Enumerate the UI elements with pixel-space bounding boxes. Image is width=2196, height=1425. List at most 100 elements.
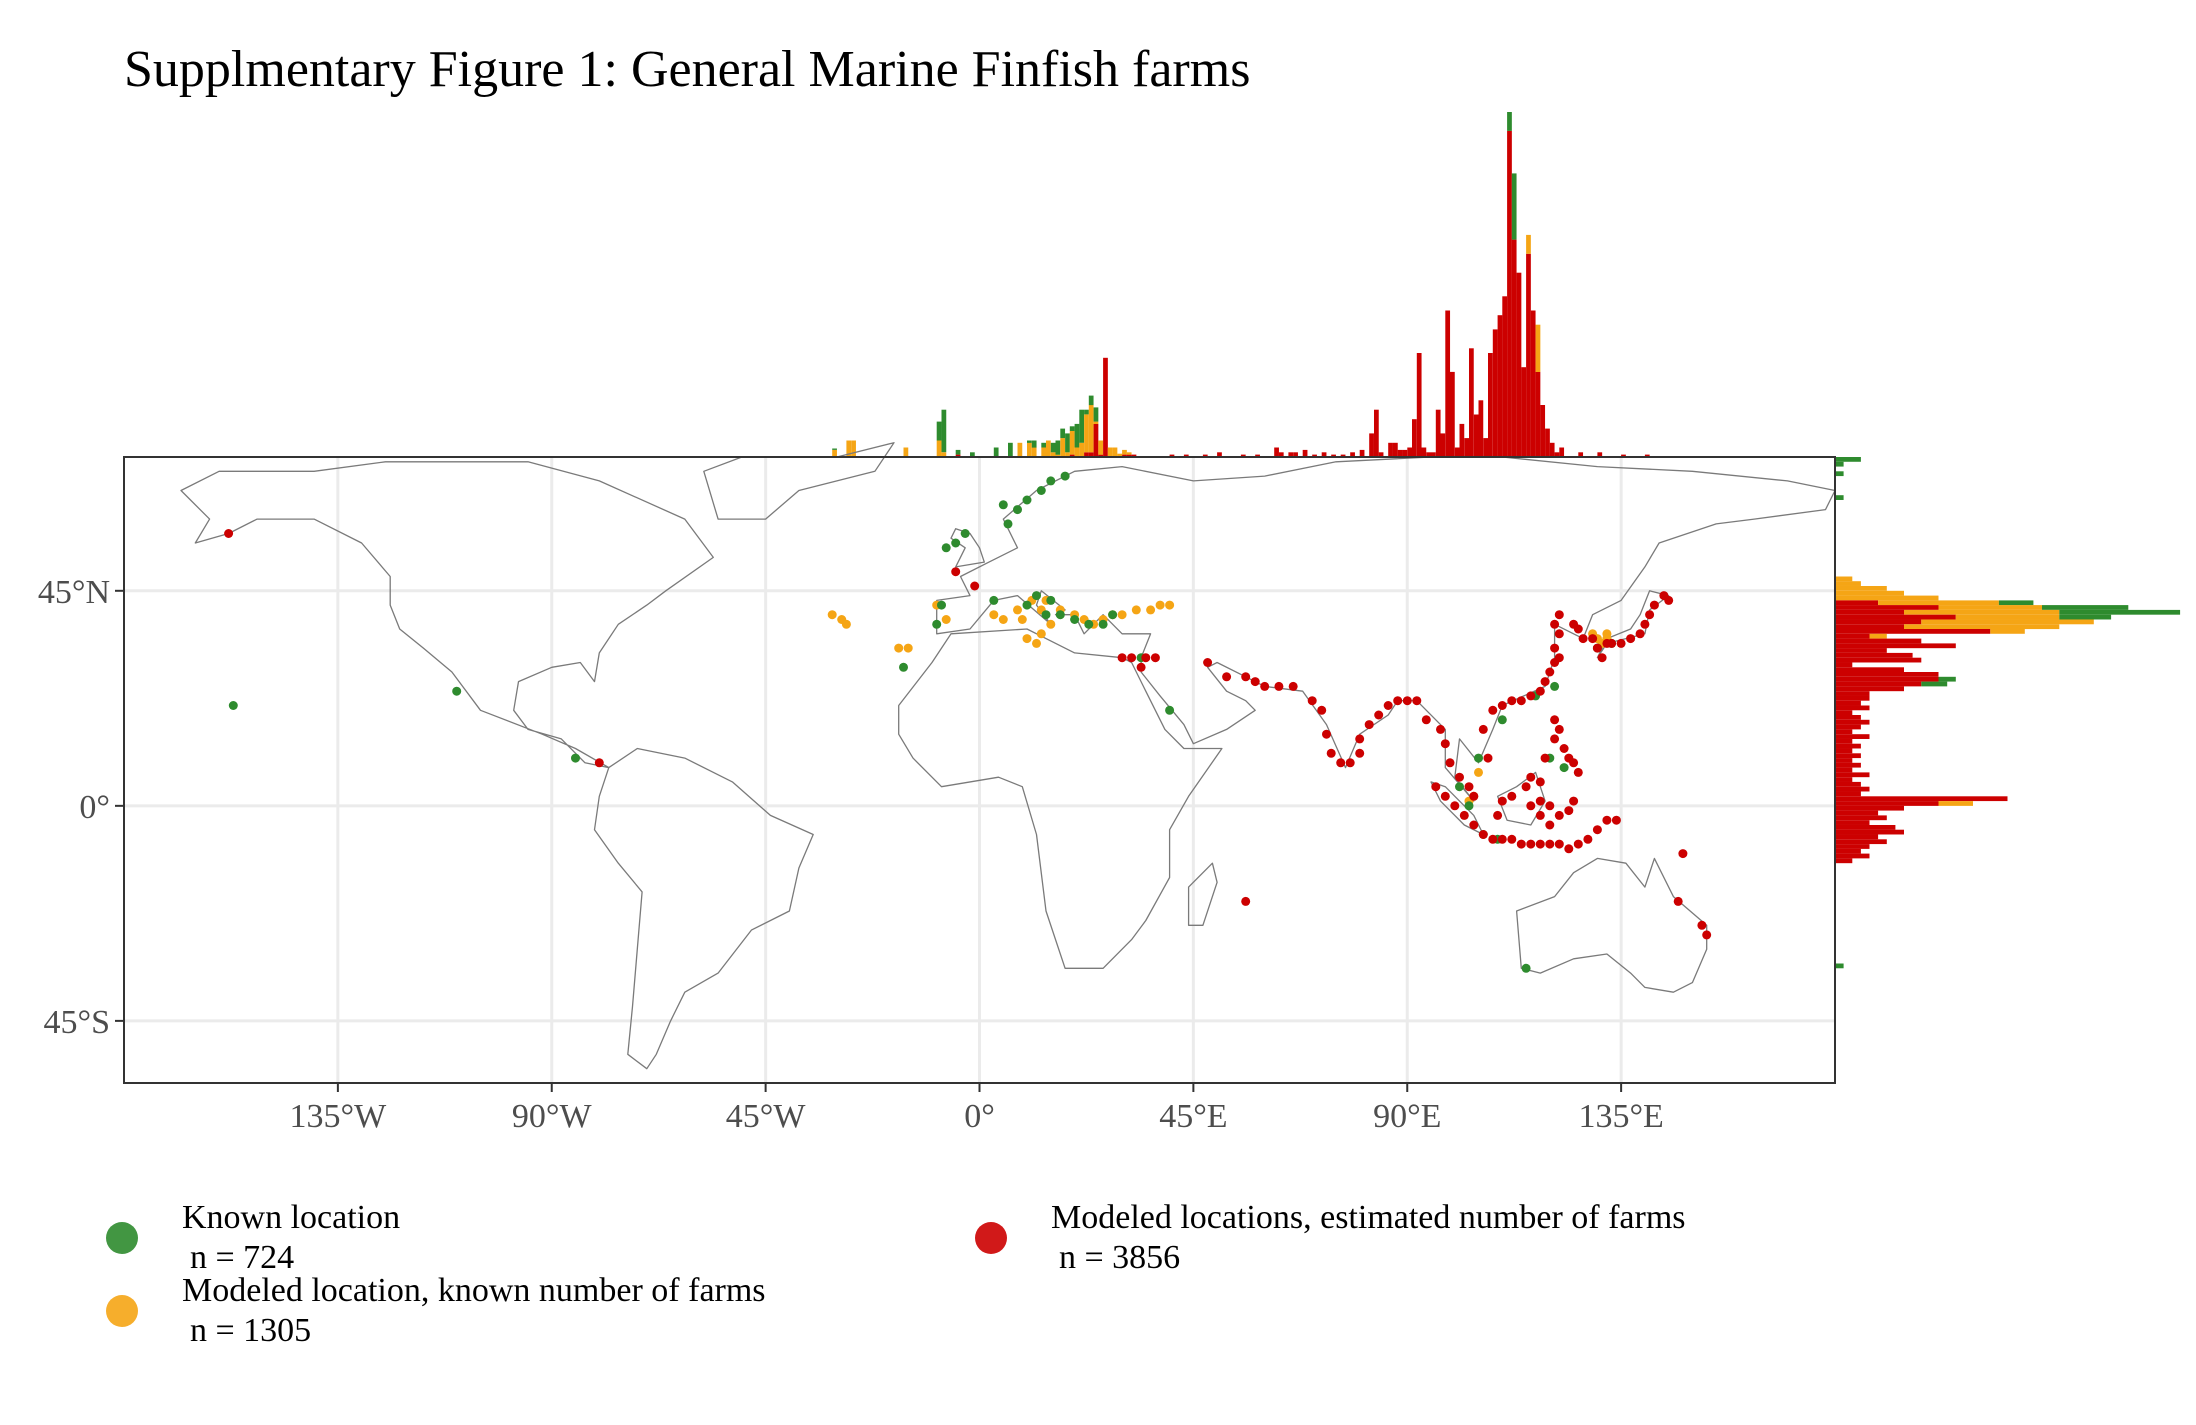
lon-hist-bar [1502,296,1508,457]
lon-hist-bar [970,452,975,457]
farm-point [899,662,908,672]
lon-hist-bar [1293,452,1298,457]
lat-hist-bar [1835,581,1861,586]
farm-point [1545,801,1555,811]
lon-hist-bar [1578,452,1584,457]
farm-point [1478,830,1488,839]
lon-hist-bar [1511,239,1517,457]
farm-point [1516,839,1526,849]
lat-hist-bar [1938,676,1956,682]
legend-label: Modeled location, known number of farms [182,1272,766,1309]
farm-point [1136,662,1146,672]
lon-hist-bar [1402,449,1408,457]
lon-hist-bar [1378,452,1384,457]
farm-point [1469,820,1479,830]
lat-hist-bar [2042,605,2129,610]
lat-hist-bar [1835,853,1870,859]
lon-hist-bar [1559,447,1565,457]
lat-hist-bar [2059,609,2181,615]
lon-hist-bar [1098,454,1104,457]
legend-key-known [106,1222,138,1254]
farm-point [1616,638,1626,648]
lon-hist-bar [1060,438,1066,457]
farm-point [1402,696,1412,706]
farm-point [1165,600,1175,610]
farm-point [1611,815,1621,825]
lat-hist-bar [1938,801,1973,806]
lon-hist-bar [1084,452,1089,457]
lon-hist-bar [1431,452,1436,457]
farm-point [1521,963,1531,973]
lon-hist-bar [1535,371,1541,457]
lon-hist-bar [1412,419,1417,457]
lon-hist-bar [1274,447,1279,457]
lon-hist-bar [1421,447,1427,457]
farm-point [1165,705,1175,715]
farm-point [1526,691,1536,701]
lon-hist-bar [1088,405,1094,453]
lat-hist-bar [1938,605,2042,610]
lat-hist-bar [1869,633,1887,639]
farm-point [1474,767,1483,777]
farm-point [1013,605,1022,615]
legend-label: Known location [182,1199,400,1236]
lat-hist-bar [1835,686,1904,692]
lat-hist-bar [1835,724,1861,730]
farm-point [1554,610,1564,620]
farm-point [1412,696,1422,706]
lon-hist-bar [1359,449,1365,457]
farm-point [937,600,946,610]
lon-hist-bar [1183,454,1189,457]
lon-hist-bar [1069,454,1075,457]
farm-point [1450,801,1460,811]
farm-point [1469,791,1479,801]
lat-hist-bar [1835,657,1922,663]
lat-hist-bar [1835,619,1922,625]
lat-hist-bar [1835,705,1870,711]
lon-hist-bar [1644,454,1650,457]
lon-hist-bar [1497,315,1503,457]
x-tick-label: 90°E [1373,1098,1441,1135]
lon-hist-bar [1312,454,1317,457]
farm-point [1578,634,1588,644]
farm-point [1222,672,1232,682]
lon-hist-bar [1079,409,1085,443]
farm-point [1588,634,1598,644]
lon-hist-bar [1302,449,1308,457]
farm-point [951,567,961,577]
lon-hist-bar [1340,454,1346,457]
farm-point [941,615,951,624]
lat-hist-bar [1835,719,1870,725]
farm-point [1250,677,1260,687]
lat-hist-bar [2059,614,2112,620]
lat-hist-bar [1904,624,2060,630]
farm-point [1070,615,1080,624]
lat-hist-bar [1835,662,1853,668]
lat-hist-bar [1835,605,1939,610]
legend-key-modeled_estimated [975,1222,1007,1254]
lat-hist-bar [1835,461,1844,467]
farm-point [1645,610,1655,620]
lon-hist-bar [1540,405,1546,457]
lat-hist-bar [1835,786,1870,792]
lon-hist-bar [1046,440,1051,457]
lat-hist-bar [1878,600,1999,606]
farm-point [1545,820,1555,830]
lat-hist-bar [1835,638,1922,644]
farm-point [1497,701,1507,710]
lat-hist-bar [1835,858,1853,864]
lon-hist-bar [1008,442,1013,457]
x-tick-label: 90°W [512,1098,593,1135]
lat-hist-bar [1835,825,1896,830]
lon-hist-bar [1545,428,1550,457]
farm-point [1036,486,1046,495]
lon-hist-bar [1526,234,1531,254]
farm-point [1036,629,1046,639]
lat-hist-bar [1835,614,1956,620]
farm-point [1141,653,1151,663]
farm-point [1559,744,1569,753]
lon-hist-bar [1107,447,1113,457]
farm-point [1569,758,1579,768]
lat-hist-bar [1904,609,2060,615]
lon-hist-bar [1507,130,1512,457]
